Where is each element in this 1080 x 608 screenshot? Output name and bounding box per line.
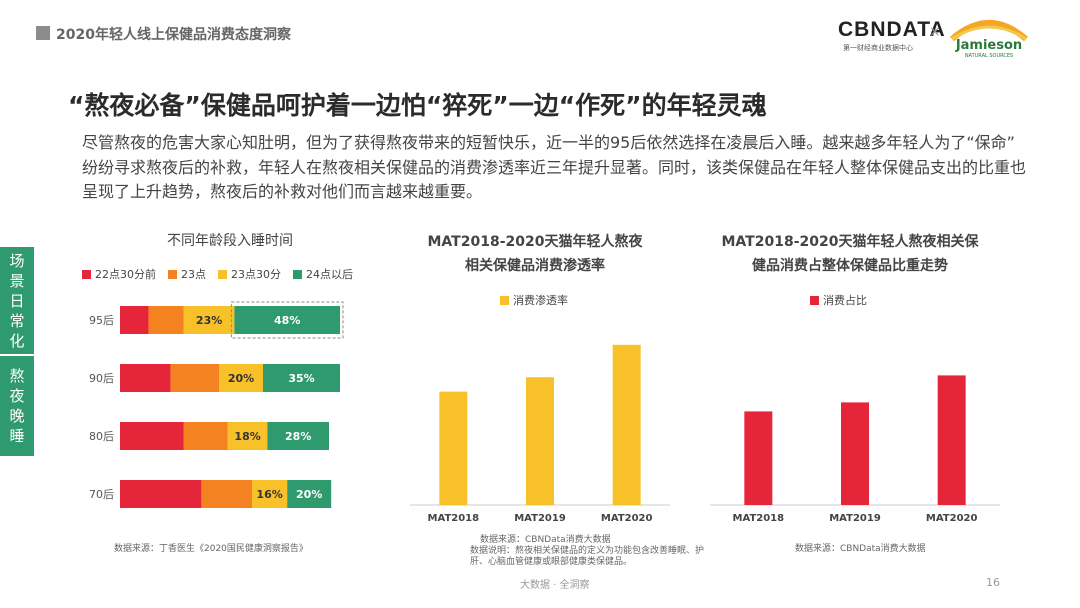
chart2-category-label: MAT2019 [514,513,566,524]
side-tab-char: 景 [9,271,25,290]
chart2-title-line1: MAT2018-2020天猫年轻人熬夜 [427,234,643,250]
chart1-bar-segment [219,364,263,392]
chart3-category-label: MAT2018 [733,513,785,524]
chart2-category-label: MAT2020 [601,513,653,524]
chart1-bar-segment [252,480,288,508]
chart1-data-label: 35% [288,372,314,385]
chart2-bar [612,344,641,505]
jamieson-logo: Jamieson NATURAL SOURCES [950,20,1028,59]
chart1-bar-segment [287,480,332,508]
chart3-legend: 消费占比 [810,292,879,308]
jamieson-tagline: NATURAL SOURCES [965,53,1013,59]
logo-separator: × [929,24,941,40]
chart2-title-line2: 相关保健品消费渗透率 [465,258,605,274]
chart1-bar-segment [120,422,184,450]
chart1-bar-segment [120,306,149,334]
page-number: 16 [986,576,1000,589]
report-title: 2020年轻人线上保健品消费态度洞察 [56,27,291,43]
chart1-data-label: 18% [234,430,260,443]
chart1-legend-item: 23点 [168,266,206,282]
chart1-legend-swatch [293,269,302,279]
side-tab-scene: 场景日常化 [0,247,34,354]
chart1-bar-segment [267,422,329,450]
footer-slogan: 大数据 · 全洞察 [520,580,590,591]
chart1-legend-label: 22点30分前 [95,268,156,281]
chart1-legend-item: 24点以后 [293,266,353,282]
chart3-legend-swatch [810,295,819,305]
side-tab-char: 熬 [9,367,25,385]
chart2-source-line1: 数据来源：CBNData消费大数据 [480,535,611,545]
chart1-legend-swatch [218,269,227,279]
chart2-source: 数据来源：CBNData消费大数据 数据说明：熬夜相关保健品的定义为功能包含改善… [470,535,704,568]
side-tab-char: 夜 [9,387,25,405]
chart1-legend-label: 23点 [181,268,206,281]
chart1-legend: 22点30分前 23点 23点30分 24点以后 [82,266,365,282]
side-tab-char: 常 [9,311,25,330]
chart1-category-label: 95后 [89,314,114,327]
side-tab-char: 场 [9,251,25,270]
chart2-source-line2: 数据说明：熬夜相关保健品的定义为功能包含改善睡眠、护 [470,546,705,556]
chart3-category-label: MAT2020 [926,513,978,524]
chart1-highlight-box [230,301,344,339]
chart3-legend-label: 消费占比 [823,294,867,307]
chart1-data-label: 48% [274,314,300,327]
chart1-legend-label: 24点以后 [306,268,353,281]
chart3-bar: MAT2018 MAT2019 MAT2020 [710,375,1000,524]
chart2-title: MAT2018-2020天猫年轻人熬夜 相关保健品消费渗透率 [400,230,670,278]
cbndata-logo-subtitle: 第一财经商业数据中心 [843,44,913,52]
slide-title: “熬夜必备”保健品呵护着一边怕“猝死”一边“作死”的年轻灵魂 [68,91,767,120]
chart1-bar-segment [227,422,268,450]
side-tab-char: 晚 [9,407,25,425]
chart1-category-label: 90后 [89,372,114,385]
chart2-bar [439,391,468,505]
chart2-bar: MAT2018 MAT2019 MAT2020 [410,344,670,524]
chart1-bar-segment [234,306,340,334]
chart1-title: 不同年龄段入睡时间 [167,233,293,249]
chart1-legend-label: 23点30分 [231,268,281,281]
chart2-legend-label: 消费渗透率 [513,294,568,307]
chart2-legend-swatch [500,295,509,305]
chart1-legend-swatch [168,269,177,279]
chart3-source: 数据来源：CBNData消费大数据 [795,544,926,554]
chart1-data-label: 23% [196,314,222,327]
chart1-source: 数据来源：丁香医生《2020国民健康洞察报告》 [114,544,308,554]
chart2-legend: 消费渗透率 [500,292,580,308]
chart3-category-label: MAT2019 [829,513,881,524]
jamieson-wordmark: Jamieson [955,38,1022,53]
chart1-bar-segment [120,480,202,508]
chart1-data-label: 16% [256,488,282,501]
chart1-data-label: 28% [285,430,311,443]
chart3-bar [937,375,966,505]
chart1-legend-item: 22点30分前 [82,266,156,282]
chart1-legend-item: 23点30分 [218,266,281,282]
chart1-bar-segment [263,364,340,392]
chart1-bar-segment [201,480,252,508]
chart2-source-line3: 肝、心脑血管健康或眼部健康类保健品。 [470,557,633,567]
chart1-legend-swatch [82,269,91,279]
chart1-data-label: 20% [228,372,254,385]
intro-paragraph: 尽管熬夜的危害大家心知肚明，但为了获得熬夜带来的短暂快乐，近一半的95后依然选择… [82,133,1027,201]
cbndata-logo: CBNDATA [838,18,946,41]
chart3-title: MAT2018-2020天猫年轻人熬夜相关保 健品消费占整体保健品比重走势 [700,230,1000,278]
chart3-bar [744,411,773,505]
chart1-stacked-bar: 95后 23% 48% 90后 20% 35% 80后 18% 28% 70后 16% 20% [89,301,344,508]
side-tab-char: 化 [9,331,25,350]
chart2-bar [526,377,554,505]
chart1-bar-segment [170,364,219,392]
chart3-title-line2: 健品消费占整体保健品比重走势 [752,258,948,274]
side-tab-char: 日 [9,291,25,310]
chart2-category-label: MAT2018 [428,513,480,524]
chart1-bar-segment [148,306,184,334]
chart1-bar-segment [120,364,171,392]
chart3-title-line1: MAT2018-2020天猫年轻人熬夜相关保 [721,234,979,250]
chart1-category-label: 80后 [89,430,114,443]
header-marker [36,26,50,40]
chart1-bar-segment [183,422,228,450]
chart1-bar-segment [183,306,235,334]
chart1-data-label: 20% [296,488,322,501]
chart1-category-label: 70后 [89,488,114,501]
side-tab-late-night: 熬夜晚睡 [0,356,34,456]
side-tab-char: 睡 [9,427,25,445]
chart3-bar [841,402,869,505]
